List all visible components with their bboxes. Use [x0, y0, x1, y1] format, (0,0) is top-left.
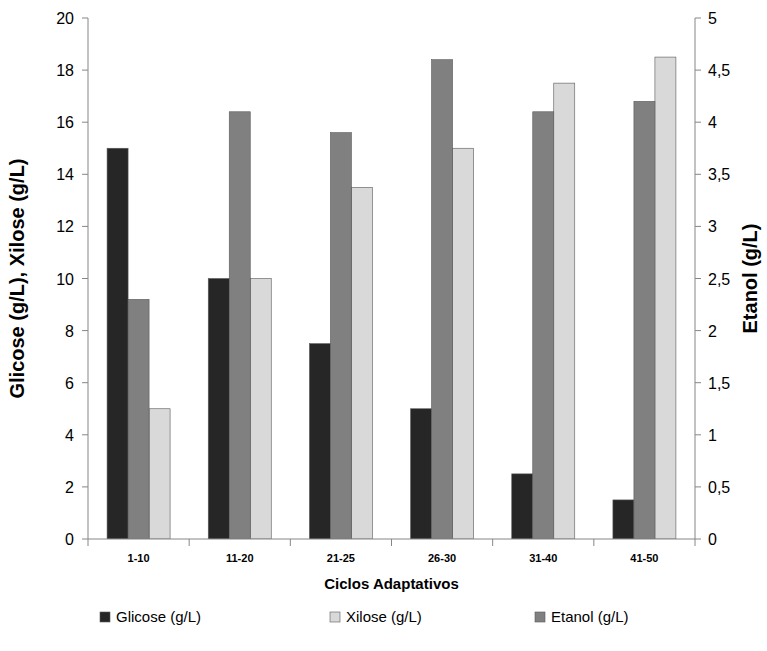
y2-axis-title: Etanol (g/L)	[739, 224, 761, 334]
y-tick-label: 0	[65, 531, 74, 548]
bar	[208, 279, 229, 540]
bar	[250, 279, 271, 540]
y2-tick-label: 3,5	[708, 166, 730, 183]
x-tick-label: 11-20	[226, 552, 254, 564]
y2-tick	[695, 278, 701, 279]
bar	[309, 344, 330, 539]
y-tick	[82, 278, 88, 279]
y2-tick-label: 2,5	[708, 271, 730, 288]
bar	[613, 500, 634, 539]
x-axis-title: Ciclos Adaptativos	[324, 575, 458, 592]
y2-tick-label: 2	[708, 323, 717, 340]
legend-swatch	[330, 612, 340, 622]
y-tick-label: 4	[65, 427, 74, 444]
bar	[634, 101, 655, 539]
y2-tick	[695, 382, 701, 383]
y-tick	[82, 226, 88, 227]
y-tick-label: 16	[56, 114, 74, 131]
bar	[149, 409, 170, 539]
y2-tick	[695, 330, 701, 331]
x-tick-label: 26-30	[428, 552, 456, 564]
legend-label: Xilose (g/L)	[346, 608, 422, 625]
y2-tick-label: 3	[708, 218, 717, 235]
y-tick-label: 6	[65, 375, 74, 392]
x-tick	[492, 539, 493, 546]
bar	[453, 148, 474, 539]
bar	[107, 148, 128, 539]
bar	[128, 299, 149, 539]
legend-label: Etanol (g/L)	[551, 608, 629, 625]
bars	[107, 57, 676, 539]
y-tick-label: 10	[56, 271, 74, 288]
bar	[229, 112, 250, 539]
x-tick-label: 31-40	[529, 552, 557, 564]
y-tick-label: 8	[65, 323, 74, 340]
x-tick	[695, 539, 696, 546]
bar	[432, 60, 453, 539]
y-axis-title: Glicose (g/L), Xilose (g/L)	[6, 158, 28, 398]
bar	[554, 83, 575, 539]
bar	[512, 474, 533, 539]
y-tick	[82, 382, 88, 383]
bar	[411, 409, 432, 539]
y-tick-label: 2	[65, 479, 74, 496]
y2-tick-label: 4,5	[708, 62, 730, 79]
legend-swatch	[100, 612, 110, 622]
y-tick-label: 18	[56, 62, 74, 79]
y2-tick	[695, 434, 701, 435]
y2-tick-label: 1	[708, 427, 717, 444]
y-tick	[82, 330, 88, 331]
y-tick	[82, 486, 88, 487]
y-tick	[82, 70, 88, 71]
legend: Glicose (g/L) Xilose (g/L) Etanol (g/L)	[100, 608, 629, 625]
y2-tick	[695, 486, 701, 487]
x-tick-label: 21-25	[327, 552, 355, 564]
y-tick-label: 14	[56, 166, 74, 183]
y2-tick	[695, 70, 701, 71]
chart: 0 2 4 6 8 10 12 14 16 18 20 0 0,5 1 1,5 2 2,5 3 3,5 4 4,5 5 1-…	[0, 0, 767, 651]
y2-tick	[695, 174, 701, 175]
y2-tick	[695, 539, 701, 540]
y2-tick-label: 0,5	[708, 479, 730, 496]
legend-swatch	[535, 612, 545, 622]
bar	[533, 112, 554, 539]
y-tick	[82, 539, 88, 540]
y-tick	[82, 122, 88, 123]
x-tick-label: 41-50	[630, 552, 658, 564]
x-tick	[593, 539, 594, 546]
y2-tick	[695, 226, 701, 227]
bar	[330, 133, 351, 539]
x-tick	[189, 539, 190, 546]
y-tick	[82, 174, 88, 175]
y2-tick-label: 5	[708, 10, 717, 27]
x-tick	[391, 539, 392, 546]
y-tick	[82, 18, 88, 19]
x-tick	[290, 539, 291, 546]
x-tick	[88, 539, 89, 546]
y2-tick-label: 0	[708, 531, 717, 548]
y2-tick-label: 1,5	[708, 375, 730, 392]
y2-tick	[695, 18, 701, 19]
y-tick	[82, 434, 88, 435]
y-tick-label: 12	[56, 218, 74, 235]
bar	[655, 57, 676, 539]
bar	[351, 187, 372, 539]
legend-label: Glicose (g/L)	[116, 608, 201, 625]
y2-tick	[695, 122, 701, 123]
y-tick-label: 20	[56, 10, 74, 27]
x-tick-label: 1-10	[128, 552, 150, 564]
y2-tick-label: 4	[708, 114, 717, 131]
